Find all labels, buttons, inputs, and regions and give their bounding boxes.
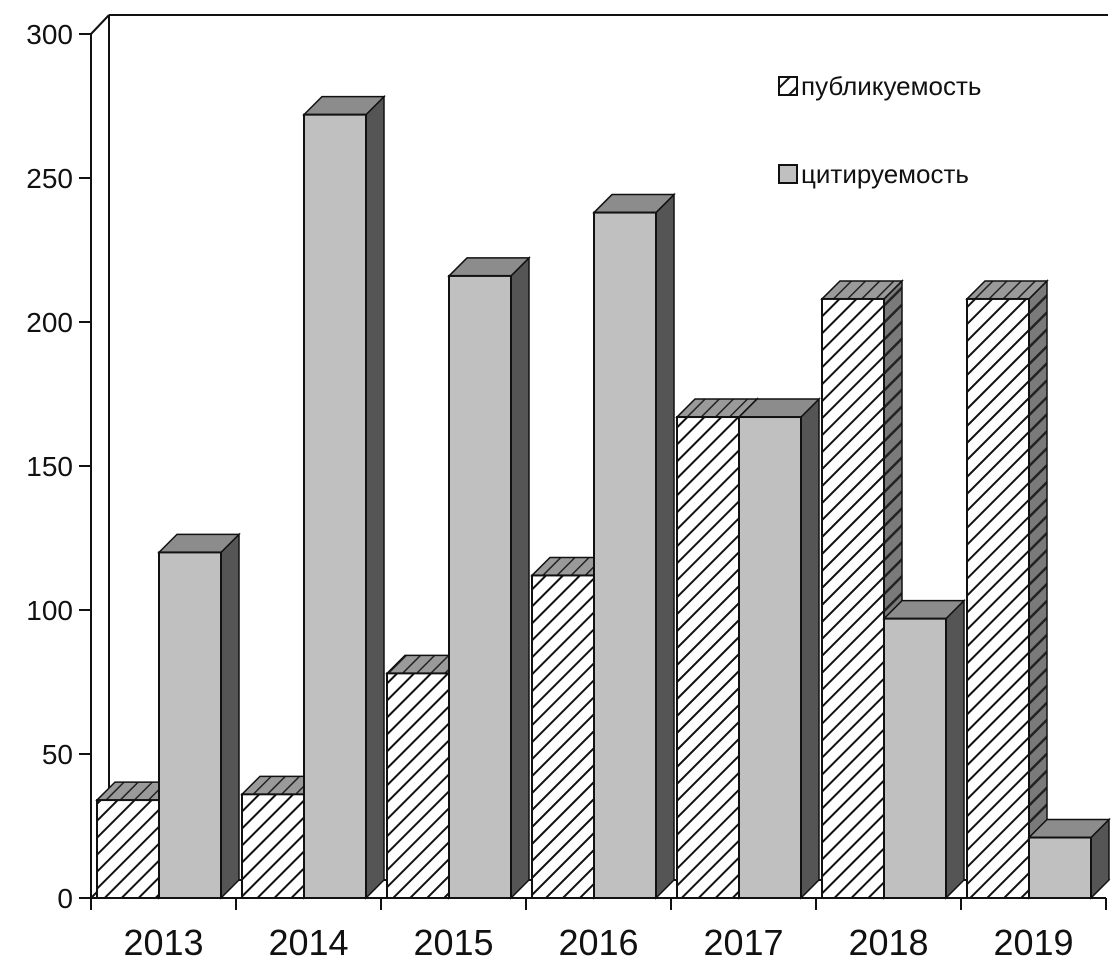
bar-citation-2015 bbox=[447, 256, 531, 900]
x-tick-label: 2013 bbox=[123, 922, 203, 959]
bar-front bbox=[386, 672, 450, 899]
legend: публикуемость цитируемость bbox=[778, 71, 981, 189]
y-tick-label: 200 bbox=[26, 307, 73, 338]
bar-front bbox=[676, 416, 740, 899]
bar-front bbox=[531, 574, 595, 899]
x-tick-label: 2019 bbox=[993, 922, 1073, 959]
x-axis: 2013 2014 2015 2016 2017 2018 2019 bbox=[90, 897, 1107, 959]
y-axis-depth-line bbox=[90, 14, 110, 35]
bar-front bbox=[593, 211, 657, 899]
bar-front bbox=[241, 793, 305, 900]
bar-front bbox=[158, 551, 222, 900]
legend-swatch-hatched bbox=[778, 76, 798, 96]
bar-citation-2016 bbox=[592, 192, 676, 900]
bar-citation-2019 bbox=[1027, 817, 1111, 900]
x-tick-label: 2018 bbox=[848, 922, 928, 959]
bar-side bbox=[655, 192, 675, 900]
legend-item-publication: публикуемость bbox=[778, 71, 981, 101]
y-tick-label: 50 bbox=[42, 739, 73, 770]
y-tick-label: 250 bbox=[26, 163, 73, 194]
bar-front bbox=[821, 297, 885, 899]
y-tick-label: 100 bbox=[26, 595, 73, 626]
bar-front bbox=[738, 416, 802, 899]
bar-side bbox=[510, 256, 530, 900]
bar-front bbox=[966, 297, 1030, 899]
bar-publication-2019 bbox=[965, 279, 1049, 900]
bar-citation-2017 bbox=[737, 397, 821, 900]
y-tick-label: 150 bbox=[26, 451, 73, 482]
x-tick-label: 2017 bbox=[703, 922, 783, 959]
bars bbox=[95, 94, 1111, 900]
bar-citation-2014 bbox=[302, 94, 386, 900]
x-tick-label: 2014 bbox=[268, 922, 348, 959]
bar-citation-2013 bbox=[157, 532, 241, 900]
bar-front bbox=[96, 799, 160, 900]
x-tick-label: 2016 bbox=[558, 922, 638, 959]
bar-front bbox=[303, 113, 367, 899]
legend-item-citation: цитируемость bbox=[778, 159, 969, 189]
bar-side bbox=[945, 598, 965, 900]
legend-swatch-solid bbox=[778, 164, 798, 184]
bar-front bbox=[1028, 836, 1092, 900]
y-tick-label: 300 bbox=[26, 19, 73, 50]
legend-label-publication: публикуемость bbox=[801, 71, 981, 101]
y-tick-label: 0 bbox=[57, 883, 73, 914]
bar-side bbox=[800, 397, 820, 900]
bar-side bbox=[365, 94, 385, 900]
bar-citation-2018 bbox=[882, 598, 966, 900]
y-axis: 0 50 100 150 200 250 300 bbox=[26, 19, 91, 914]
legend-label-citation: цитируемость bbox=[801, 159, 969, 189]
bar-front bbox=[883, 617, 947, 899]
bar-side bbox=[220, 532, 240, 900]
x-tick-label: 2015 bbox=[413, 922, 493, 959]
bar-side bbox=[1028, 279, 1048, 900]
bar-front bbox=[448, 274, 512, 900]
